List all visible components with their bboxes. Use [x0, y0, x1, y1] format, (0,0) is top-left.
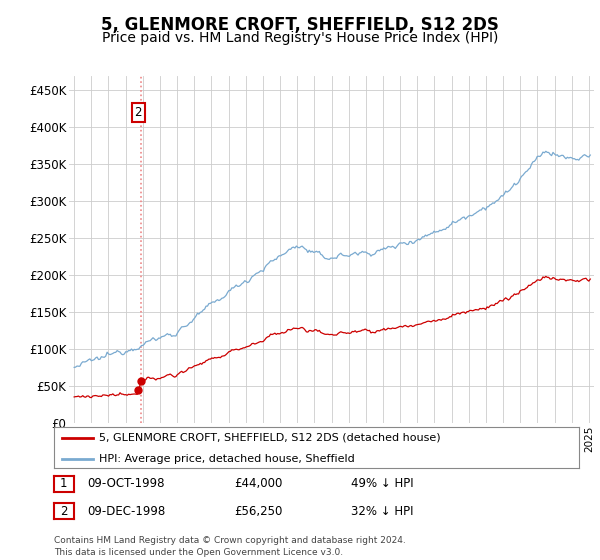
- Text: 2: 2: [60, 505, 68, 518]
- Text: Contains HM Land Registry data © Crown copyright and database right 2024.
This d: Contains HM Land Registry data © Crown c…: [54, 536, 406, 557]
- Text: 09-DEC-1998: 09-DEC-1998: [87, 505, 165, 518]
- Text: £56,250: £56,250: [234, 505, 283, 518]
- Text: HPI: Average price, detached house, Sheffield: HPI: Average price, detached house, Shef…: [98, 454, 355, 464]
- Text: 5, GLENMORE CROFT, SHEFFIELD, S12 2DS (detached house): 5, GLENMORE CROFT, SHEFFIELD, S12 2DS (d…: [98, 433, 440, 443]
- Text: 5, GLENMORE CROFT, SHEFFIELD, S12 2DS: 5, GLENMORE CROFT, SHEFFIELD, S12 2DS: [101, 16, 499, 34]
- Text: 1: 1: [60, 477, 68, 491]
- Point: [134, 386, 143, 395]
- Text: Price paid vs. HM Land Registry's House Price Index (HPI): Price paid vs. HM Land Registry's House …: [102, 30, 498, 45]
- Text: 2: 2: [134, 106, 142, 119]
- Text: £44,000: £44,000: [234, 477, 283, 491]
- Text: 49% ↓ HPI: 49% ↓ HPI: [351, 477, 413, 491]
- Point: [137, 377, 146, 386]
- Text: 32% ↓ HPI: 32% ↓ HPI: [351, 505, 413, 518]
- Text: 09-OCT-1998: 09-OCT-1998: [87, 477, 164, 491]
